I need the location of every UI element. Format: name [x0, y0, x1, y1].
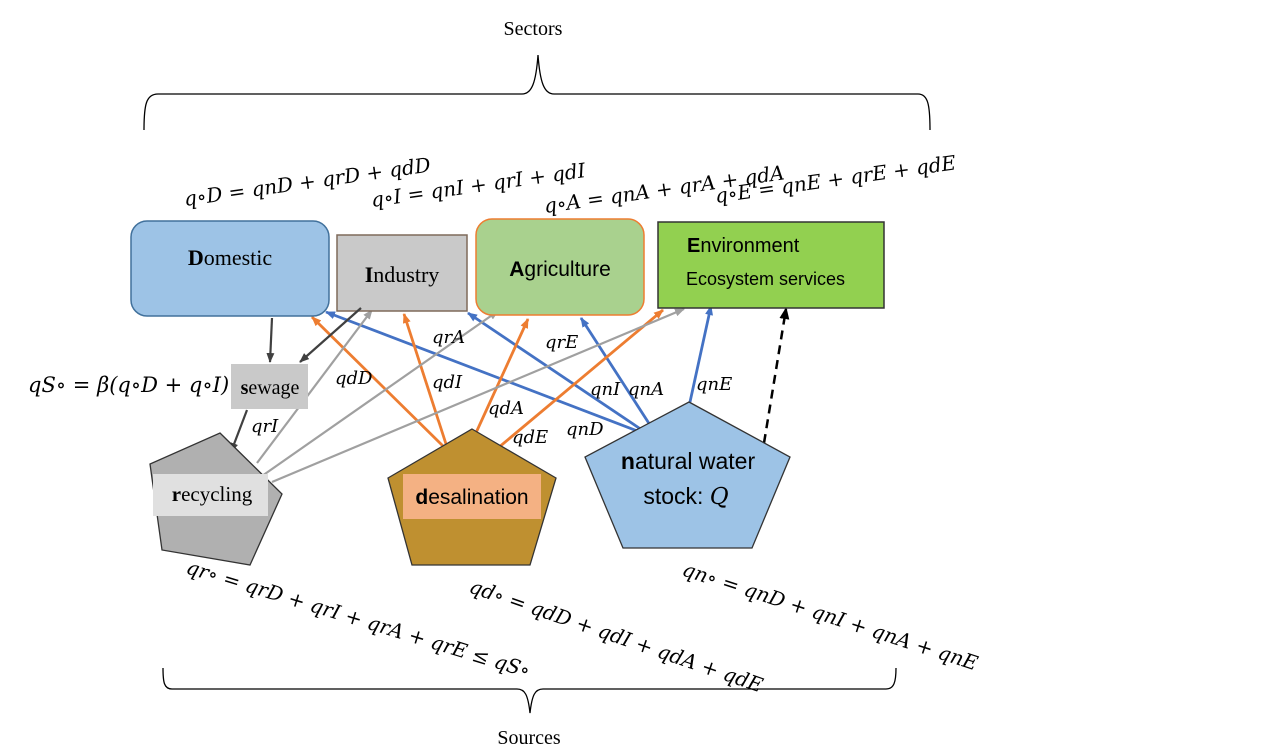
flow-natural-industry — [467, 311, 643, 432]
flow-natural-agriculture — [579, 317, 652, 426]
sectors-brace — [143, 54, 931, 131]
label-qrA: qrA — [432, 327, 465, 348]
flow-recycle-industry — [256, 309, 373, 464]
natural-water-label-line2: stock: Q — [643, 483, 728, 510]
label-qnE: qnE — [696, 374, 732, 395]
label-qnD: qnD — [566, 419, 604, 440]
natural-water-label-line1: natural water — [621, 448, 756, 474]
label-qnI: qnI — [590, 379, 621, 400]
environment-box — [657, 221, 885, 309]
equation-recycling: qr∘ = qrD + qrI + qrA + qrE ≤ qS∘ — [184, 555, 534, 683]
flow-recycle-environment — [271, 307, 685, 484]
domestic-label: Domestic — [188, 245, 273, 270]
label-qdA: qdA — [488, 398, 524, 419]
desalination-label-bg — [403, 474, 541, 519]
flow-desal-domestic — [311, 316, 444, 447]
environment-label: Environment — [687, 235, 800, 257]
label-qdD: qdD — [335, 368, 373, 389]
sources-brace — [162, 667, 897, 714]
equation-natural: qn∘ = qnD + qnI + qnA + qnE — [679, 557, 981, 675]
flow-industry-sewage — [299, 307, 362, 363]
flow-recycle-agriculture — [261, 310, 499, 477]
environment-subtitle: Ecosystem services — [686, 269, 845, 289]
sewage-label: sewage — [241, 377, 300, 399]
flow-natural-domestic — [325, 310, 641, 434]
recycling-label-bg — [153, 474, 268, 516]
equation-sewage: qS∘ = β(q∘D + q∘I) — [28, 373, 229, 397]
domestic-box — [130, 220, 330, 317]
desalination-label: desalination — [415, 486, 528, 509]
sectors-label: Sectors — [504, 18, 563, 40]
label-qrI: qrI — [251, 416, 279, 437]
sewage-box — [231, 364, 308, 409]
natural-water-pentagon — [584, 401, 791, 549]
agriculture-label: Agriculture — [509, 258, 611, 281]
label-qnA: qnA — [628, 379, 664, 400]
flow-desal-environment — [497, 308, 664, 450]
flow-natural-environment — [688, 305, 713, 403]
agriculture-box — [475, 218, 645, 316]
flow-desal-industry — [402, 313, 448, 445]
label-qdE: qdE — [512, 427, 548, 448]
sources-label: Sources — [497, 727, 561, 749]
label-qrE: qrE — [545, 332, 578, 353]
label-qdI: qdI — [432, 372, 463, 393]
recycling-label: recycling — [172, 482, 253, 506]
flow-domestic-sewage — [266, 317, 275, 363]
flow-sewage-recycling — [229, 409, 249, 453]
flow-natural-environment-dashed — [762, 307, 790, 444]
industry-label: Industry — [365, 262, 440, 287]
flow-desal-agriculture — [473, 318, 530, 436]
industry-box — [336, 234, 468, 312]
equation-environment: q∘E = qnE + qrE + qdE — [713, 150, 957, 208]
